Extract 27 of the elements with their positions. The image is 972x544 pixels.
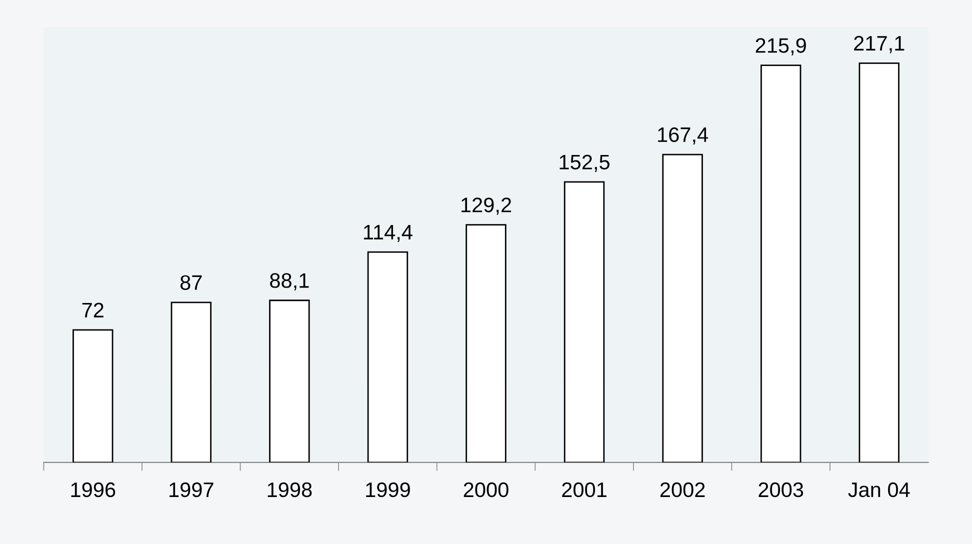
- data-label: 167,4: [658, 127, 708, 145]
- bar: [269, 300, 310, 462]
- bar: [858, 62, 900, 462]
- data-label: 215,9: [756, 38, 806, 56]
- data-label: 152,5: [560, 154, 610, 172]
- bar: [760, 64, 802, 462]
- x-tick-label: 1997: [170, 482, 214, 498]
- bar: [564, 181, 605, 462]
- bar: [367, 251, 408, 462]
- bar: [170, 302, 212, 462]
- bar: [662, 154, 703, 462]
- data-label: 87: [180, 275, 202, 290]
- x-tick-label: 2001: [562, 482, 606, 498]
- x-tick-label: 1999: [366, 482, 410, 498]
- x-tick-label: 2003: [758, 482, 804, 498]
- x-tick-label: 1998: [268, 482, 312, 498]
- data-label: 217,1: [854, 36, 904, 54]
- data-label: 129,2: [462, 198, 512, 215]
- x-tick-label: Jan 04: [848, 482, 910, 498]
- data-label: 88,1: [270, 273, 309, 290]
- x-tick-label: 2002: [660, 482, 705, 498]
- bar: [466, 224, 506, 462]
- x-tick-label: 2000: [464, 482, 508, 498]
- x-tick-label: 1996: [71, 482, 116, 498]
- data-label: 114,4: [364, 225, 412, 242]
- data-label: 72: [82, 302, 104, 318]
- bar: [72, 329, 114, 462]
